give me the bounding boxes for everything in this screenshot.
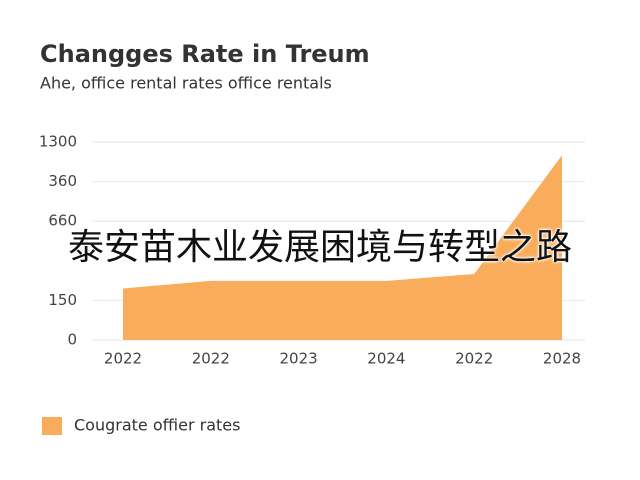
x-tick-label: 2028	[543, 350, 581, 368]
x-tick-label: 2023	[280, 350, 318, 368]
y-tick-label: 0	[67, 331, 77, 349]
y-tick-label: 150	[48, 291, 77, 309]
chart-subtitle: Ahe, office rental rates office rentals	[40, 74, 332, 93]
chart-title: Changges Rate in Treum	[40, 40, 370, 68]
legend-label: Cougrate offier rates	[74, 416, 240, 435]
area	[123, 155, 562, 340]
x-tick-label: 2024	[367, 350, 405, 368]
overlay-text: 泰安苗木业发展困境与转型之路	[67, 227, 572, 269]
y-tick-label: 660	[48, 212, 77, 230]
x-tick-label: 2022	[104, 350, 142, 368]
x-tick-label: 2022	[192, 350, 230, 368]
legend-swatch	[42, 417, 62, 435]
y-tick-label: 1300	[39, 133, 77, 151]
x-tick-label: 2022	[455, 350, 493, 368]
y-tick-label: 360	[48, 172, 77, 190]
